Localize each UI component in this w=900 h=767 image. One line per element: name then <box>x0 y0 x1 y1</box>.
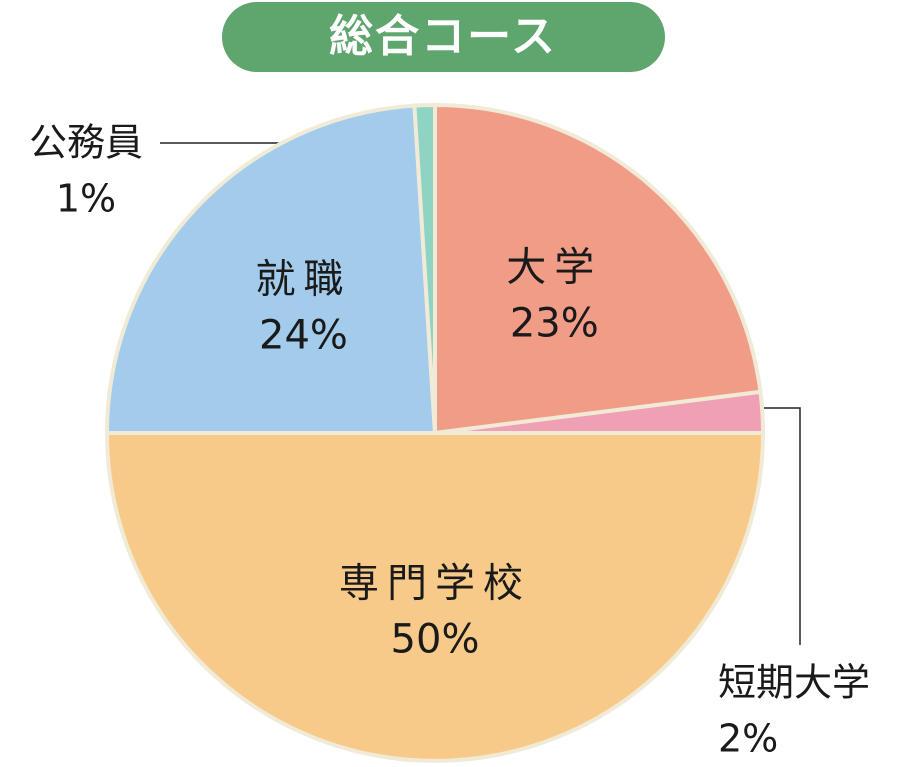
value-label: 50% <box>391 616 480 662</box>
pie-slice <box>412 102 437 434</box>
chart-title: 総合コース <box>329 11 557 62</box>
value-label: 23% <box>510 301 599 347</box>
category-label: 就職 <box>255 257 351 303</box>
value-label: 1% <box>56 177 116 221</box>
category-label: 専門学校 <box>339 560 531 606</box>
value-label: 2% <box>718 717 778 761</box>
category-label: 公務員 <box>29 121 143 165</box>
category-label: 短期大学 <box>718 661 870 705</box>
pie-slice <box>104 431 766 763</box>
title-pill <box>222 2 665 72</box>
category-label: 大学 <box>506 245 602 291</box>
pie-slice <box>433 102 763 436</box>
value-label: 24% <box>259 313 348 359</box>
pie-slice <box>104 103 438 435</box>
